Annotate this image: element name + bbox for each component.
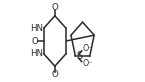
Text: O⁻: O⁻ [83, 59, 93, 68]
Text: O⁻: O⁻ [83, 44, 93, 53]
Text: HN: HN [30, 24, 43, 33]
Text: O: O [51, 3, 58, 12]
Text: O: O [51, 70, 58, 79]
Text: S: S [76, 51, 82, 61]
Text: O: O [32, 36, 39, 46]
Text: HN: HN [30, 49, 43, 58]
